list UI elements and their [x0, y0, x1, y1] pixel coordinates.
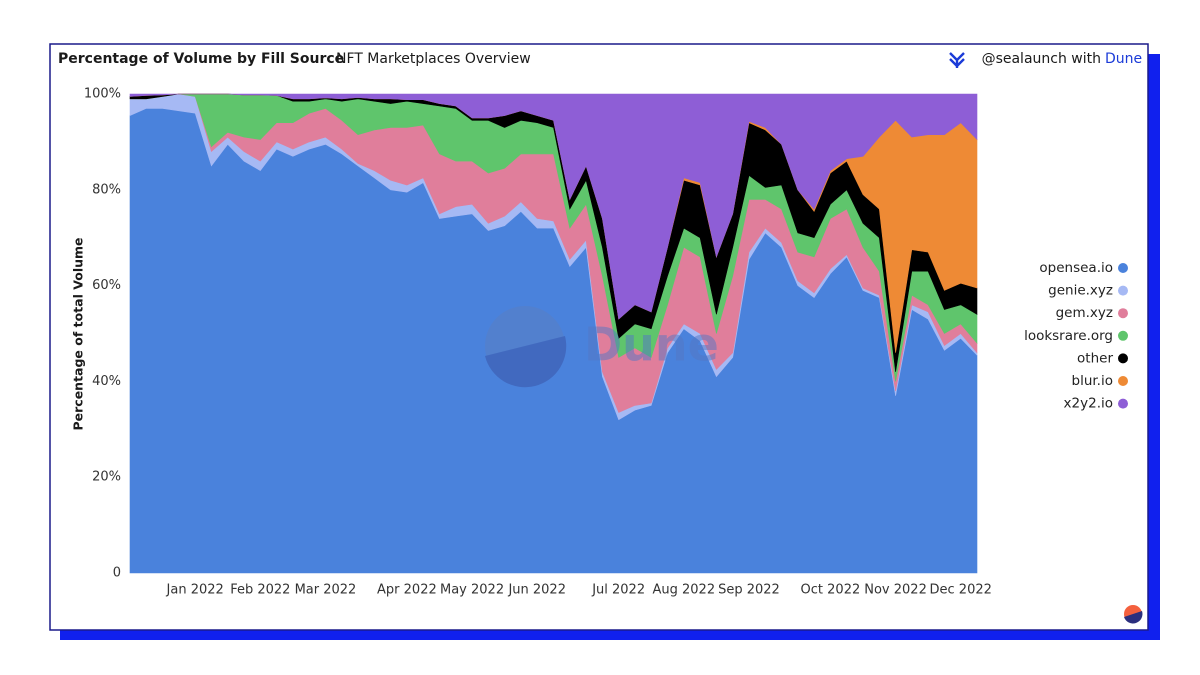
- legend-swatch: [1118, 285, 1128, 296]
- y-tick-label: 0: [113, 566, 121, 581]
- x-tick-label: Dec 2022: [930, 583, 992, 598]
- x-tick-label: May 2022: [440, 583, 504, 598]
- legend-swatch: [1118, 376, 1128, 386]
- area: [129, 93, 978, 320]
- legend-swatch: [1118, 308, 1128, 319]
- legend-swatch: [1118, 330, 1128, 341]
- y-tick-label: 40%: [92, 374, 121, 389]
- legend-label: gem.xyz: [1056, 305, 1113, 321]
- x-tick-label: Apr 2022: [377, 583, 437, 598]
- legend-label: x2y2.io: [1064, 396, 1113, 412]
- watermark: [485, 306, 567, 388]
- chart-title: Percentage of Volume by Fill Source: [58, 51, 344, 67]
- x-tick-label: Mar 2022: [295, 583, 357, 598]
- y-axis-label: Percentage of total Volume: [71, 237, 86, 430]
- legend-swatch: [1118, 263, 1128, 273]
- legend-label: other: [1077, 350, 1113, 366]
- legend-label: looksrare.org: [1024, 328, 1113, 344]
- x-tick-label: Aug 2022: [653, 583, 716, 598]
- x-tick-label: Sep 2022: [718, 583, 780, 598]
- dune-brand-icon: [949, 52, 965, 68]
- watermark-text: Dune: [584, 318, 719, 372]
- x-tick-label: Jun 2022: [507, 583, 566, 598]
- y-tick-label: 20%: [92, 470, 121, 485]
- attribution-link[interactable]: Dune: [1105, 51, 1142, 67]
- legend-label: blur.io: [1072, 373, 1114, 389]
- x-tick-label: Jul 2022: [591, 583, 645, 598]
- x-tick-label: Nov 2022: [864, 583, 927, 598]
- y-tick-label: 100%: [84, 87, 121, 102]
- legend-swatch: [1118, 353, 1128, 364]
- attribution: @sealaunch with: [982, 51, 1101, 67]
- x-tick-label: Oct 2022: [801, 583, 861, 598]
- x-tick-label: Feb 2022: [230, 583, 290, 598]
- legend-swatch: [1118, 398, 1128, 409]
- chart-subtitle: NFT Marketplaces Overview: [336, 51, 531, 67]
- legend-label: genie.xyz: [1048, 283, 1113, 299]
- y-tick-label: 80%: [92, 182, 121, 197]
- y-tick-label: 60%: [92, 278, 121, 293]
- legend-label: opensea.io: [1039, 260, 1113, 276]
- dune-logo: [1124, 605, 1143, 624]
- x-tick-label: Jan 2022: [166, 583, 224, 598]
